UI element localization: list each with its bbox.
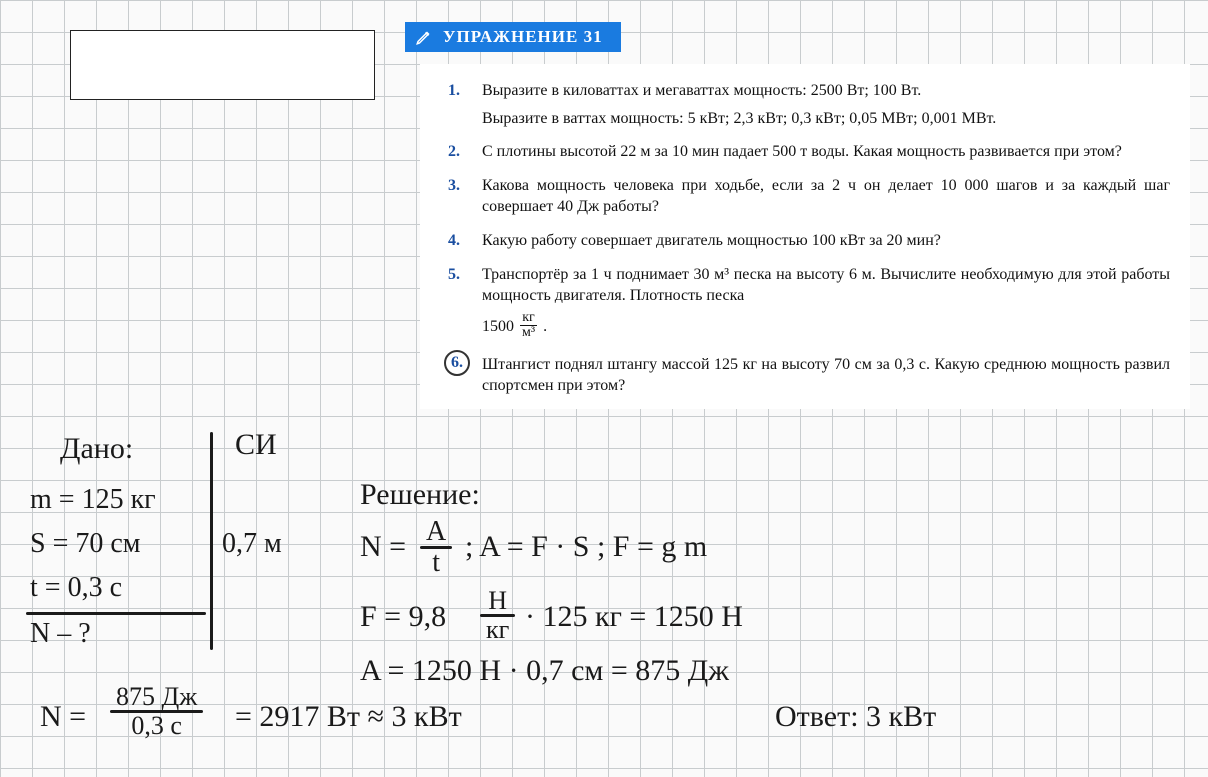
problem-text: Какую работу совершает двигатель мощност… bbox=[482, 232, 941, 249]
problem-5: 5. Транспортёр за 1 ч поднимает 30 м³ пе… bbox=[448, 264, 1170, 342]
problem-1: 1. Выразите в киловаттах и мегаваттах мо… bbox=[448, 80, 1170, 129]
problem-2: 2. С плотины высотой 22 м за 10 мин пада… bbox=[448, 141, 1170, 163]
problem-number: 1. bbox=[448, 80, 460, 102]
density-tail: . bbox=[543, 318, 547, 335]
problem-6: 6. Штангист поднял штангу массой 125 кг … bbox=[448, 354, 1170, 397]
given-divider bbox=[210, 432, 213, 650]
hand-reshenie: Решение: bbox=[360, 478, 480, 512]
hand-final-Neq: N = bbox=[40, 700, 86, 734]
hand-nq: N – ? bbox=[30, 618, 91, 650]
problem-4: 4. Какую работу совершает двигатель мощн… bbox=[448, 230, 1170, 252]
density-fraction: кг м³ bbox=[520, 311, 537, 340]
hand-stepA: A = 1250 Н · 0,7 см = 875 Дж bbox=[360, 654, 729, 688]
hand-frac-d: кг bbox=[480, 617, 515, 643]
hand-m: m = 125 кг bbox=[30, 484, 156, 516]
problem-text: Выразите в киловаттах и мегаваттах мощно… bbox=[482, 82, 921, 99]
problem-3: 3. Какова мощность человека при ходьбе, … bbox=[448, 175, 1170, 218]
problem-number: 5. bbox=[448, 264, 460, 286]
problem-text-b: Выразите в ваттах мощность: 5 кВт; 2,3 к… bbox=[482, 108, 1170, 130]
exercise-banner: УПРАЖНЕНИЕ 31 bbox=[405, 22, 621, 52]
hand-stepF-tail: · 125 кг = 1250 Н bbox=[525, 600, 743, 634]
hand-s: S = 70 см bbox=[30, 528, 141, 560]
density-lead: 1500 bbox=[482, 318, 518, 335]
hand-frac-Hkg: Н кг bbox=[480, 588, 515, 643]
hand-answer: Ответ: 3 кВт bbox=[775, 700, 936, 734]
hand-frac-n: 875 Дж bbox=[110, 684, 203, 710]
name-box bbox=[70, 30, 375, 100]
hand-frac-d: t bbox=[426, 549, 446, 577]
problem-number: 4. bbox=[448, 230, 460, 252]
problem-text: Штангист поднял штангу массой 125 кг на … bbox=[482, 356, 1170, 395]
hand-frac-d: 0,3 с bbox=[125, 713, 188, 739]
hand-frac-n: A bbox=[420, 518, 452, 546]
banner-label: УПРАЖНЕНИЕ 31 bbox=[443, 27, 603, 47]
hand-final-tail: = 2917 Вт ≈ 3 кВт bbox=[235, 700, 462, 734]
pencil-icon bbox=[415, 28, 433, 46]
hand-t: t = 0,3 с bbox=[30, 572, 122, 604]
problem-number: 3. bbox=[448, 175, 460, 197]
hand-Neq: N = bbox=[360, 530, 406, 564]
hand-formula-A: ; A = F · S ; F = g m bbox=[465, 530, 707, 564]
hand-si: СИ bbox=[235, 428, 277, 462]
frac-num: кг bbox=[520, 311, 537, 326]
circled-problem-number: 6. bbox=[444, 350, 470, 376]
problem-5-density: 1500 кг м³ . bbox=[482, 313, 1170, 342]
hand-s-si: 0,7 м bbox=[222, 528, 282, 560]
problem-text: Транспортёр за 1 ч поднимает 30 м³ песка… bbox=[482, 266, 1170, 305]
problem-number: 2. bbox=[448, 141, 460, 163]
hand-frac-n: Н bbox=[482, 588, 513, 614]
hand-frac-At: A t bbox=[420, 518, 452, 577]
problem-text: Какова мощность человека при ходьбе, есл… bbox=[482, 177, 1170, 216]
hand-final-frac: 875 Дж 0,3 с bbox=[110, 684, 203, 739]
hand-dano: Дано: bbox=[60, 432, 133, 466]
problems-block: 1. Выразите в киловаттах и мегаваттах мо… bbox=[420, 64, 1190, 409]
problem-text: С плотины высотой 22 м за 10 мин падает … bbox=[482, 143, 1122, 160]
frac-den: м³ bbox=[520, 326, 537, 340]
given-underline bbox=[26, 612, 206, 615]
hand-stepF: F = 9,8 bbox=[360, 600, 446, 634]
